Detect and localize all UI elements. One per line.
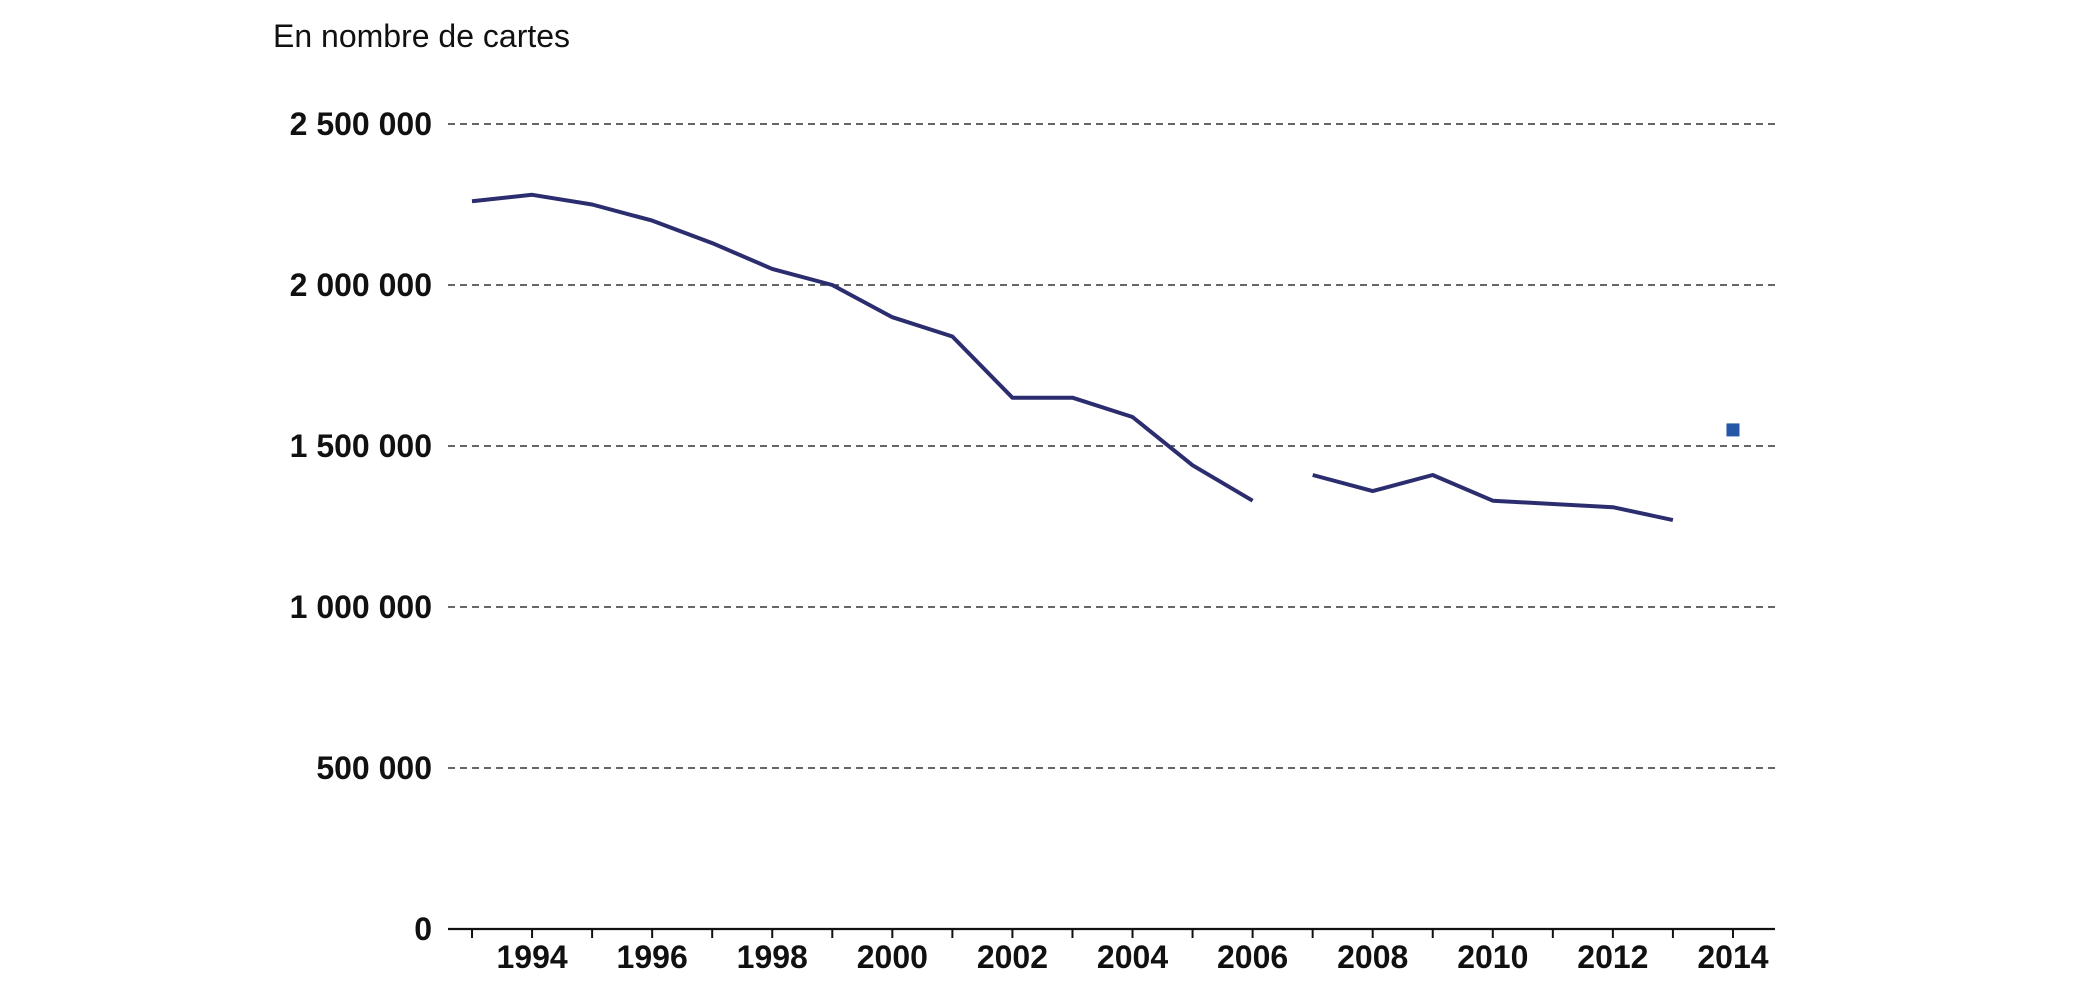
y-tick-label: 1 500 000 bbox=[290, 428, 432, 464]
x-tick-label: 1996 bbox=[617, 939, 688, 975]
gridlines bbox=[448, 123, 1775, 769]
x-tick-labels: 1994 1996 1998 2000 2002 2004 2006 2008 2010 2012… bbox=[496, 939, 1768, 975]
data-markers bbox=[1726, 423, 1740, 437]
y-tick-label: 500 000 bbox=[316, 750, 432, 786]
x-tick-label: 2004 bbox=[1097, 939, 1168, 975]
x-tick-label: 2006 bbox=[1217, 939, 1288, 975]
y-tick-label: 2 000 000 bbox=[290, 267, 432, 303]
series-lines bbox=[471, 192, 1674, 523]
x-tick-label: 2014 bbox=[1697, 939, 1768, 975]
x-axis bbox=[448, 927, 1775, 938]
x-tick-label: 2012 bbox=[1577, 939, 1648, 975]
x-tick-label: 2008 bbox=[1337, 939, 1408, 975]
x-tick-label: 2002 bbox=[977, 939, 1048, 975]
y-tick-labels: 0 500 000 1 000 000 1 500 000 2 000 000 2 500… bbox=[290, 106, 432, 947]
x-tick-label: 1998 bbox=[737, 939, 808, 975]
y-axis-unit-label: En nombre de cartes bbox=[273, 18, 570, 54]
y-tick-label: 1 000 000 bbox=[290, 589, 432, 625]
y-tick-label: 2 500 000 bbox=[290, 106, 432, 142]
series-line-segment-2 bbox=[1312, 473, 1674, 523]
x-tick-label: 2010 bbox=[1457, 939, 1528, 975]
y-tick-label: 0 bbox=[414, 911, 432, 947]
data-point-marker bbox=[1726, 423, 1740, 437]
x-tick-label: 1994 bbox=[496, 939, 567, 975]
x-tick-label: 2000 bbox=[857, 939, 928, 975]
series-line-segment-1 bbox=[471, 192, 1254, 503]
